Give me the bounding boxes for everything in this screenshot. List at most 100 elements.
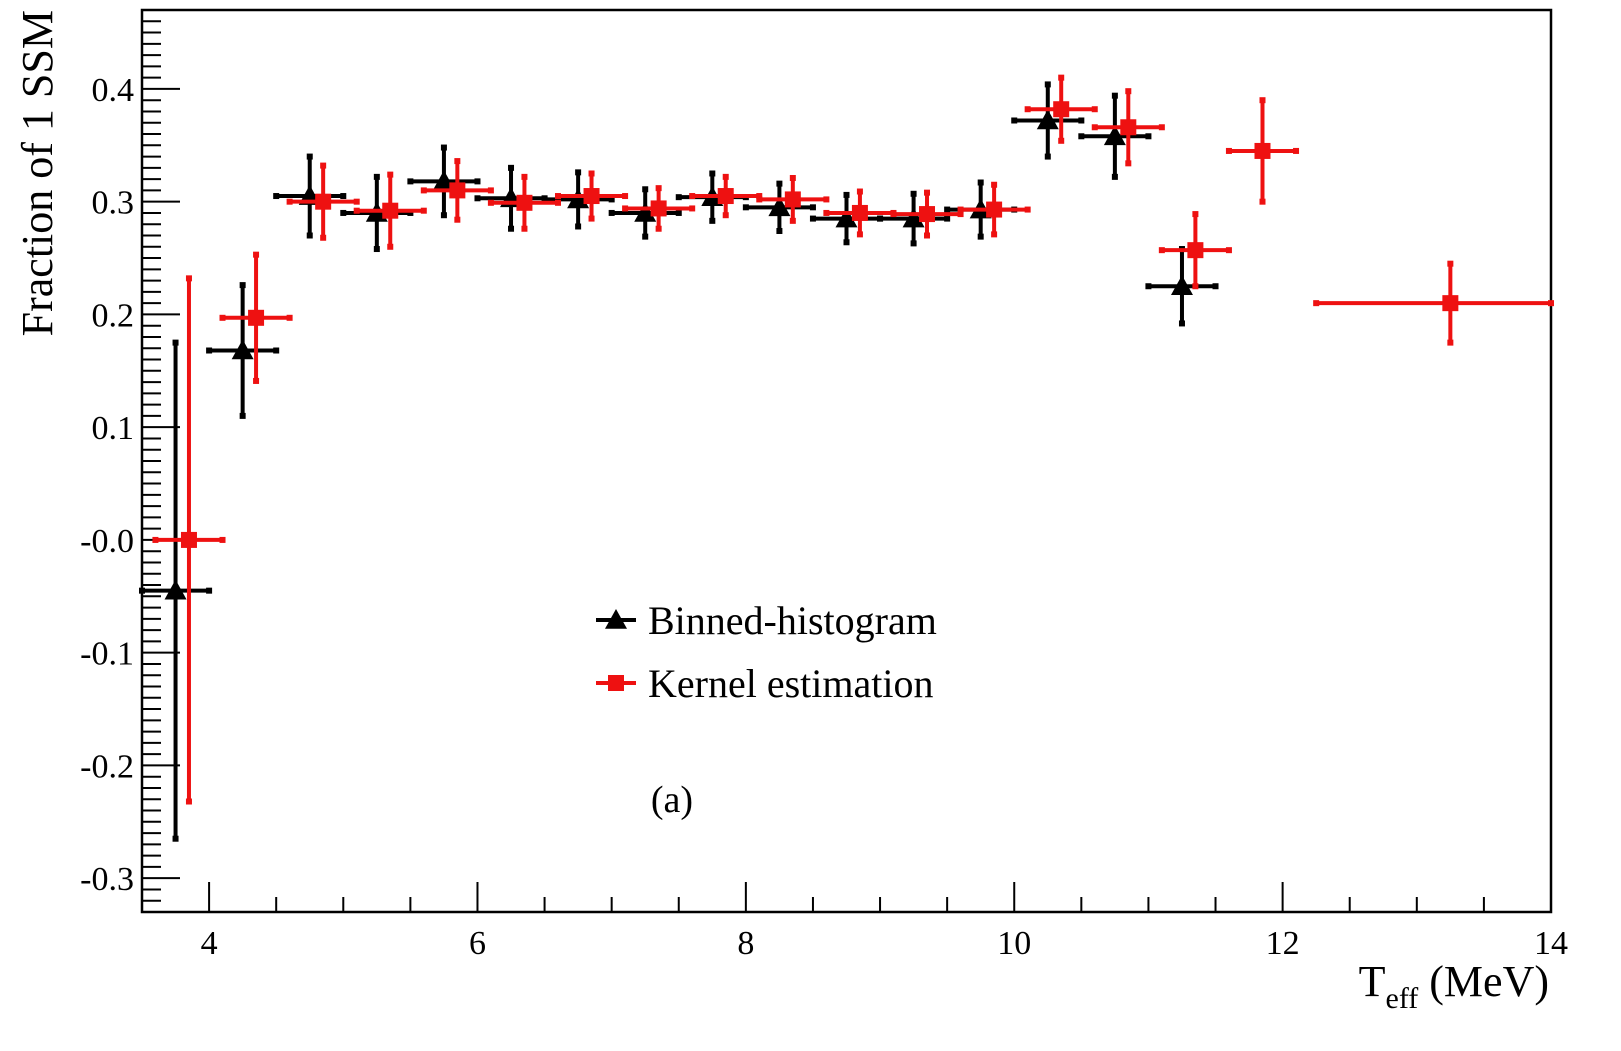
error-cap <box>655 225 662 232</box>
data-point <box>957 181 1031 238</box>
data-point <box>206 282 280 419</box>
error-cap <box>1225 147 1232 154</box>
error-cap <box>387 243 394 250</box>
x-tick-label: 12 <box>1266 925 1300 962</box>
x-axis-title: Teff (MeV) <box>1359 957 1549 1015</box>
square-marker <box>583 188 600 205</box>
error-cap <box>655 185 662 192</box>
y-axis-ticks: -0.3 -0.2 -0.1 -0.0 0.1 0.2 0.3 0.4 <box>80 9 180 913</box>
error-cap <box>1091 106 1098 113</box>
error-cap <box>843 191 850 198</box>
square-marker <box>1442 295 1459 312</box>
legend-label: Kernel estimation <box>648 661 933 706</box>
legend: Binned-histogram Kernel estimation <box>596 598 937 706</box>
error-cap <box>991 231 998 238</box>
y-tick-label: -0.3 <box>80 861 134 898</box>
square-marker <box>650 200 667 217</box>
square-marker <box>449 182 466 199</box>
error-cap <box>910 190 917 197</box>
x-tick-label: 6 <box>469 925 486 962</box>
data-point <box>622 185 696 232</box>
square-marker <box>315 193 332 210</box>
legend-marker <box>608 675 624 691</box>
error-cap <box>1192 211 1199 218</box>
error-cap <box>622 205 629 212</box>
triangle-marker <box>1103 125 1126 146</box>
error-cap <box>407 178 414 185</box>
error-cap <box>1447 260 1454 267</box>
x-tick-label: 4 <box>201 925 218 962</box>
error-cap <box>689 193 696 200</box>
error-cap <box>185 275 192 282</box>
error-cap <box>420 187 427 194</box>
data-point <box>877 190 951 247</box>
data-point <box>420 158 494 223</box>
error-cap <box>239 282 246 289</box>
error-cap <box>1044 81 1051 88</box>
error-cap <box>843 239 850 246</box>
error-cap <box>789 217 796 224</box>
data-point <box>286 162 360 241</box>
error-cap <box>575 223 582 230</box>
error-cap <box>991 181 998 188</box>
error-cap <box>474 178 481 185</box>
x-axis-title-main: T <box>1359 957 1386 1006</box>
error-cap <box>890 211 897 218</box>
error-cap <box>709 217 716 224</box>
error-cap <box>320 162 327 169</box>
error-cap <box>1078 133 1085 140</box>
data-point <box>890 189 964 239</box>
error-cap <box>306 232 313 239</box>
error-cap <box>1078 117 1085 124</box>
x-axis-ticks: 4 6 8 10 12 14 <box>141 882 1568 962</box>
x-tick-label: 14 <box>1534 925 1568 962</box>
error-cap <box>756 196 763 203</box>
y-axis-title: Fraction of 1 SSM <box>13 10 62 336</box>
error-cap <box>1158 124 1165 131</box>
legend-entry: Kernel estimation <box>596 661 933 706</box>
error-cap <box>219 314 226 321</box>
triangle-marker <box>902 207 925 228</box>
error-cap <box>1548 300 1554 307</box>
error-cap <box>273 193 280 200</box>
error-cap <box>823 209 830 216</box>
error-cap <box>1212 283 1219 290</box>
error-cap <box>608 209 615 216</box>
error-cap <box>1111 173 1118 180</box>
legend-label: Binned-histogram <box>648 598 937 643</box>
error-cap <box>487 187 494 194</box>
error-cap <box>910 240 917 247</box>
error-cap <box>642 233 649 240</box>
error-cap <box>440 144 447 151</box>
error-cap <box>508 164 515 171</box>
data-point <box>1145 246 1219 327</box>
error-cap <box>856 231 863 238</box>
panel-annotation: (a) <box>651 779 693 821</box>
data-point <box>541 169 615 230</box>
error-cap <box>588 170 595 177</box>
triangle-marker <box>231 339 254 360</box>
square-marker <box>851 204 868 221</box>
square-marker <box>1187 242 1204 259</box>
error-cap <box>1192 283 1199 290</box>
triangle-marker <box>768 196 791 217</box>
data-point <box>1313 260 1554 346</box>
triangle-marker <box>1170 275 1193 296</box>
error-cap <box>1178 320 1185 327</box>
error-cap <box>1145 133 1152 140</box>
error-cap <box>1011 117 1018 124</box>
error-cap <box>742 204 749 211</box>
error-cap <box>487 199 494 206</box>
error-cap <box>1111 92 1118 99</box>
square-marker <box>717 188 734 205</box>
triangle-marker <box>164 579 187 600</box>
error-cap <box>253 377 260 384</box>
legend-marker <box>605 609 627 629</box>
error-cap <box>809 215 816 222</box>
data-point <box>608 186 682 240</box>
error-cap <box>172 835 179 842</box>
error-cap <box>1024 106 1031 113</box>
error-cap <box>776 227 783 234</box>
error-cap <box>373 173 380 180</box>
error-cap <box>420 207 427 214</box>
